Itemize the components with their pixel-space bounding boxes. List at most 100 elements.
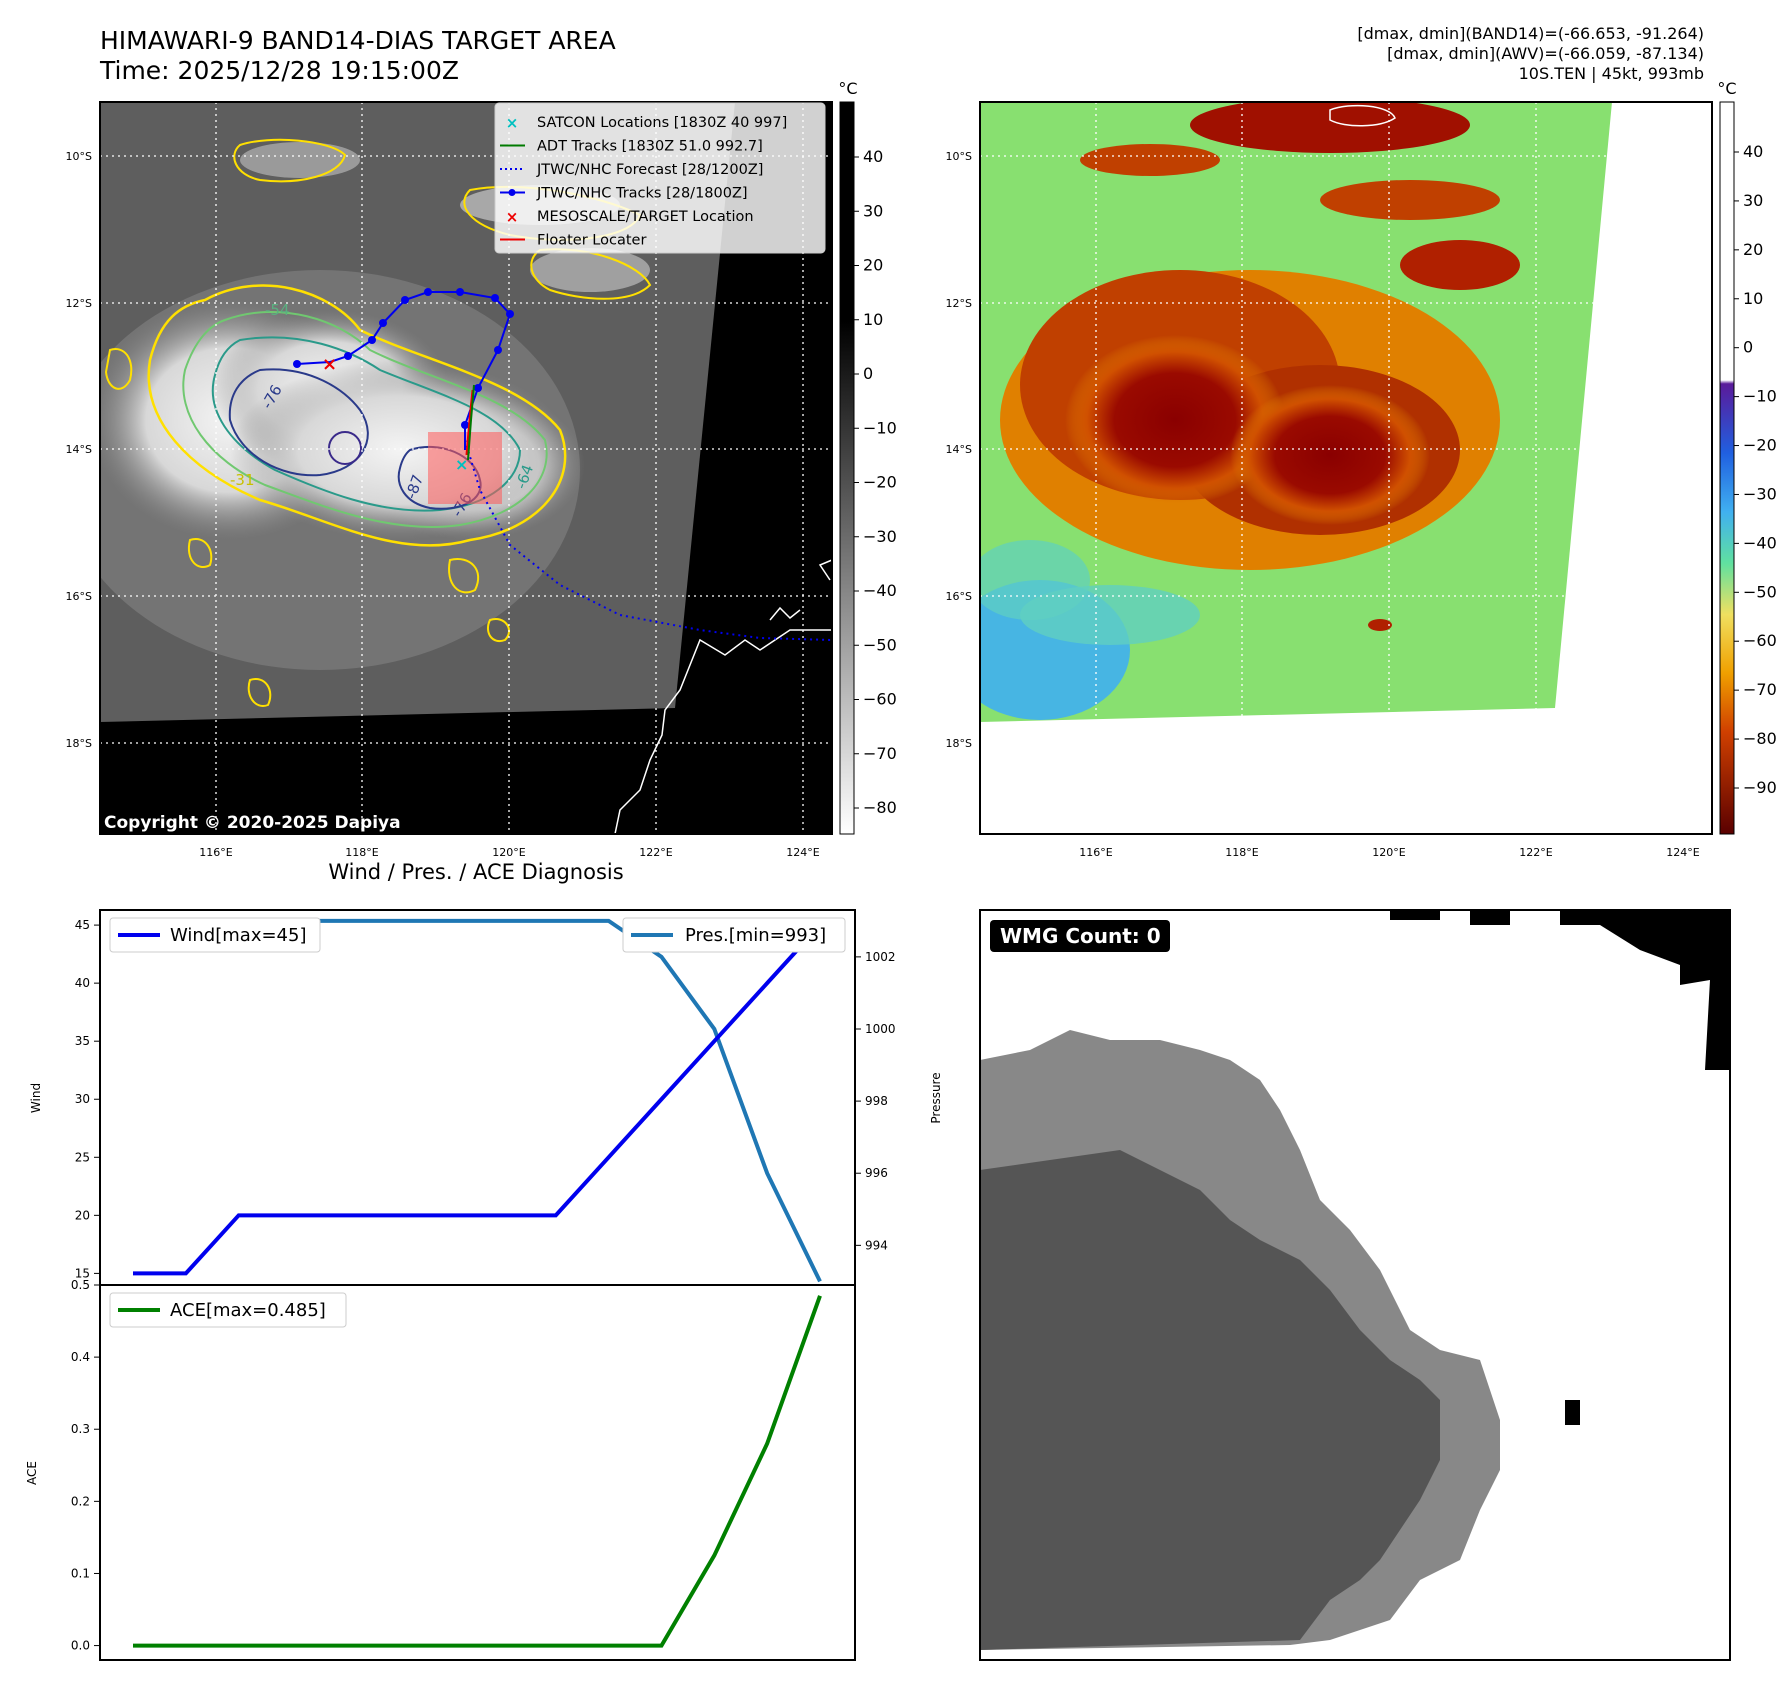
lat-tick-label: 12°S	[66, 297, 92, 310]
colorbar-tick-label: −80	[863, 798, 897, 817]
lat-tick-label: 16°S	[66, 590, 92, 603]
awv-colorbar-unit: °C	[1717, 79, 1736, 98]
lat-tick-label: 10°S	[946, 150, 972, 163]
colorbar-tick-label: −10	[863, 418, 897, 437]
colorbar-tick-label: 10	[1743, 289, 1763, 308]
y-tick-label: 1000	[865, 1022, 896, 1036]
colorbar-tick-label: −20	[1743, 436, 1777, 455]
y-tick-label: 994	[865, 1238, 888, 1252]
pressure-legend: Pres.[min=993]	[622, 917, 846, 953]
wind-ylabel: Wind	[29, 1083, 43, 1113]
colorbar-tick-label: −40	[1743, 533, 1777, 552]
legend-label: JTWC/NHC Tracks [28/1800Z]	[536, 186, 748, 202]
pressure-legend-label: Pres.[min=993]	[685, 925, 826, 946]
lat-tick-label: 12°S	[946, 297, 972, 310]
adt-track	[467, 384, 475, 461]
diagnosis-title: Wind / Pres. / ACE Diagnosis	[328, 860, 624, 884]
ace-ylabel: ACE	[25, 1461, 39, 1485]
colorbar-tick-label: −60	[1743, 631, 1777, 650]
y-tick-label: 20	[75, 1208, 90, 1222]
y-tick-label: 40	[75, 976, 90, 990]
colorbar-tick-label: 40	[1743, 142, 1763, 161]
colorbar-tick-label: −70	[1743, 680, 1777, 699]
wmg-panel: WMG Count: 0	[980, 910, 1730, 1660]
legend-entry: × MESOSCALE/TARGET Location	[506, 208, 754, 226]
y-tick-label: 45	[75, 918, 90, 932]
legend-label: MESOSCALE/TARGET Location	[537, 209, 754, 225]
ir-legend: × SATCON Locations [1830Z 40 997] ADT Trac…	[494, 102, 826, 254]
colorbar-tick-label: −70	[863, 744, 897, 763]
lat-tick-label: 16°S	[946, 590, 972, 603]
lon-tick-label: 116°E	[1079, 846, 1112, 859]
ir-colorbar	[839, 101, 855, 835]
colorbar-tick-label: −50	[1743, 582, 1777, 601]
legend-marker-icon: ×	[506, 114, 519, 132]
lon-tick-label: 120°E	[1372, 846, 1405, 859]
lon-tick-label: 118°E	[345, 846, 378, 859]
colorbar-tick-label: −90	[1743, 778, 1777, 797]
y-tick-label: 998	[865, 1094, 888, 1108]
pressure-line	[133, 918, 822, 1283]
colorbar-tick-label: −80	[1743, 729, 1777, 748]
legend-entry: ADT Tracks [1830Z 51.0 992.7]	[500, 139, 763, 155]
colorbar-tick-label: 30	[1743, 191, 1763, 210]
stats-header: [dmax, dmin](BAND14)=(-66.653, -91.264) …	[1357, 24, 1704, 84]
y-tick-label: 0.5	[71, 1278, 90, 1292]
wind-legend-label: Wind[max=45]	[170, 925, 307, 946]
lat-tick-label: 14°S	[66, 443, 92, 456]
y-tick-label: 0.1	[71, 1566, 90, 1580]
ir-colorbar-unit: °C	[838, 79, 857, 98]
colorbar-tick-label: −40	[863, 581, 897, 600]
legend-entry: × SATCON Locations [1830Z 40 997]	[506, 114, 788, 132]
contour-label: -31	[230, 471, 255, 489]
wind-line	[133, 923, 822, 1276]
y-tick-label: 30	[75, 1092, 90, 1106]
y-tick-label: 0.4	[71, 1350, 90, 1364]
y-tick-label: 15	[75, 1266, 90, 1280]
pressure-ylabel: Pressure	[929, 1072, 943, 1123]
lon-tick-label: 122°E	[1519, 846, 1552, 859]
colorbar-tick-label: 0	[863, 364, 873, 383]
ir-map: -76 -54 -31 -87 -76 -64	[100, 102, 832, 834]
y-tick-label: 0.0	[71, 1639, 90, 1653]
stat-awv: [dmax, dmin](AWV)=(-66.059, -87.134)	[1387, 44, 1704, 63]
ace-legend: ACE[max=0.485]	[109, 1292, 347, 1328]
lon-tick-label: 122°E	[639, 846, 672, 859]
colorbar-tick-label: −30	[863, 527, 897, 546]
y-tick-label: 996	[865, 1166, 888, 1180]
lat-tick-label: 10°S	[66, 150, 92, 163]
ace-line	[133, 1295, 822, 1648]
legend-entry: Floater Locater	[500, 233, 646, 249]
awv-map	[980, 102, 1712, 834]
y-tick-label: 0.2	[71, 1494, 90, 1508]
best-track	[296, 291, 512, 450]
colorbar-tick-label: −10	[1743, 387, 1777, 406]
legend-marker-icon: ×	[506, 208, 519, 226]
y-tick-label: 0.3	[71, 1422, 90, 1436]
contour-label: -54	[265, 301, 290, 319]
lon-tick-label: 120°E	[492, 846, 525, 859]
y-tick-label: 1002	[865, 950, 896, 964]
wind-legend: Wind[max=45]	[109, 917, 321, 953]
wind-pressure-axes	[99, 909, 856, 1286]
legend-label: ADT Tracks [1830Z 51.0 992.7]	[537, 139, 763, 155]
legend-label: SATCON Locations [1830Z 40 997]	[537, 115, 787, 131]
awv-colorbar	[1719, 101, 1735, 835]
mesoscale-marker: ×	[322, 354, 337, 375]
storm-info: 10S.TEN | 45kt, 993mb	[1518, 64, 1704, 83]
y-tick-label: 25	[75, 1150, 90, 1164]
lon-tick-label: 124°E	[786, 846, 819, 859]
legend-entry: JTWC/NHC Forecast [28/1200Z]	[500, 162, 763, 178]
colorbar-tick-label: 20	[1743, 240, 1763, 259]
colorbar-tick-label: 20	[863, 256, 883, 275]
legend-label: Floater Locater	[537, 233, 646, 249]
satcon-marker: ×	[455, 455, 468, 474]
lat-tick-label: 18°S	[946, 737, 972, 750]
wmg-count-label: WMG Count: 0	[1000, 924, 1161, 948]
legend-entry: JTWC/NHC Tracks [28/1800Z]	[500, 186, 748, 202]
lat-tick-label: 14°S	[946, 443, 972, 456]
figure-title: HIMAWARI-9 BAND14-DIAS TARGET AREA Time: …	[100, 26, 616, 85]
lon-tick-label: 116°E	[199, 846, 232, 859]
y-tick-label: 35	[75, 1034, 90, 1048]
colorbar-tick-label: −20	[863, 473, 897, 492]
